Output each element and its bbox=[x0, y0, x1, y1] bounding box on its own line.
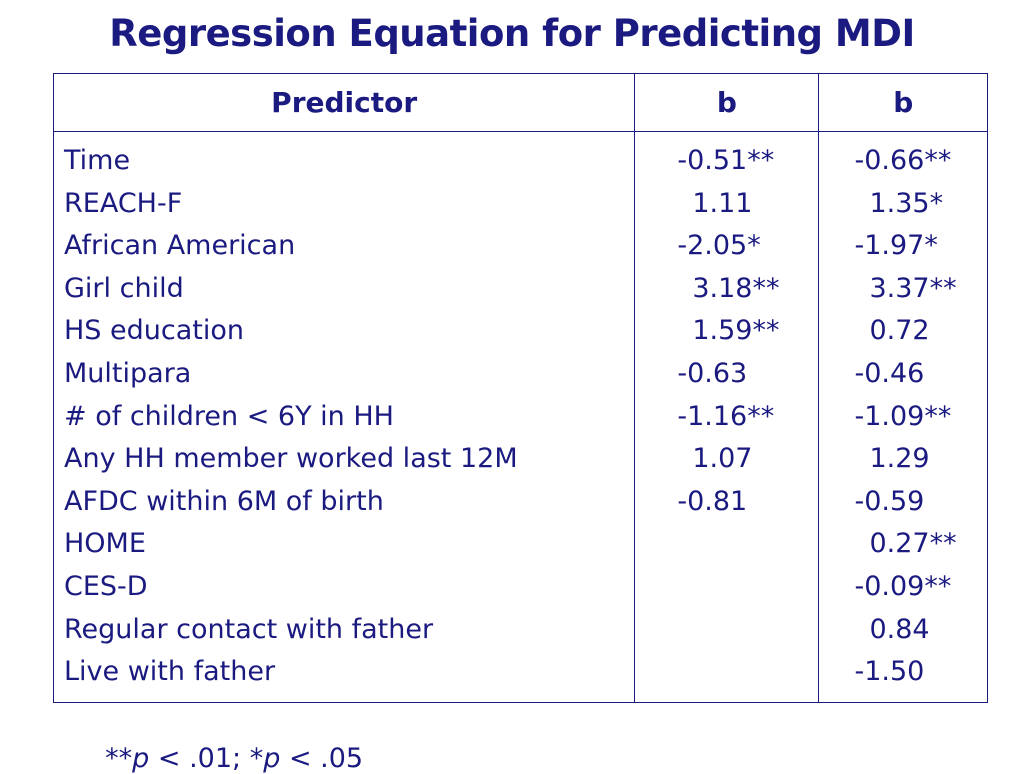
regression-table: Predictor b b Time REACH-F African America… bbox=[52, 73, 988, 703]
predictor-label: African American bbox=[64, 230, 296, 262]
empty-cell bbox=[635, 523, 818, 566]
predictor-label: # of children < 6Y in HH bbox=[64, 400, 394, 432]
coefficient: -0.66** bbox=[854, 145, 952, 176]
coefficient: -1.50 bbox=[854, 656, 925, 688]
predictor-label: Regular contact with father bbox=[64, 613, 434, 645]
empty-cell bbox=[635, 566, 818, 609]
predictor-label: Girl child bbox=[64, 272, 184, 304]
b-column: -0.51** 1.11 -2.05* 3.18** 1.59** -0.63 -1.16*… bbox=[634, 131, 820, 703]
coefficient: -1.97* bbox=[854, 230, 938, 262]
coefficient: -0.46 bbox=[854, 357, 925, 389]
coefficient: -1.09** bbox=[854, 400, 952, 432]
predictor-label: Any HH member worked last 12M bbox=[64, 443, 518, 475]
predictor-label: AFDC within 6M of birth bbox=[64, 485, 384, 517]
coefficient: -0.59 bbox=[854, 485, 925, 517]
predictor-label: Live with father bbox=[64, 656, 276, 688]
coefficient: 3.37** bbox=[869, 272, 957, 304]
coefficient: 0.27** bbox=[869, 528, 957, 560]
predictor-label: Time bbox=[64, 145, 131, 176]
footnote-part: < .01; bbox=[149, 743, 250, 774]
predictor-label: Multipara bbox=[64, 357, 192, 389]
predictor-label: CES-D bbox=[64, 570, 148, 602]
footnote-part: < .05 bbox=[280, 743, 364, 774]
coefficient: 0.72 bbox=[869, 315, 930, 347]
coefficient: -0.81 bbox=[677, 485, 748, 517]
footnote-part: p bbox=[263, 743, 281, 774]
footnote: **p < .01; *p < .05 bbox=[88, 712, 363, 774]
footnote-part: p bbox=[132, 743, 150, 774]
empty-cell bbox=[635, 651, 818, 694]
coefficient: 0.84 bbox=[869, 613, 930, 645]
predictor-column: Time REACH-F African American Girl child HS … bbox=[52, 131, 636, 703]
coefficient: 1.11 bbox=[692, 187, 753, 219]
predictor-label: HS education bbox=[64, 315, 244, 347]
coefficient: -1.16** bbox=[677, 400, 775, 432]
coefficient: 3.18** bbox=[692, 272, 780, 304]
predictor-label: HOME bbox=[64, 528, 146, 560]
coefficient: -0.63 bbox=[677, 357, 748, 389]
coefficient: 1.07 bbox=[692, 443, 753, 475]
slide-title: Regression Equation for Predicting MDI bbox=[109, 12, 915, 55]
coefficient: 1.29 bbox=[869, 443, 930, 475]
coefficient: -2.05* bbox=[677, 230, 761, 262]
b-column: -0.66** 1.35* -1.97* 3.37** 0.72 -0.46 -1.09**… bbox=[818, 131, 988, 703]
header-cell: Predictor bbox=[52, 73, 636, 132]
header-cell: b bbox=[634, 73, 820, 132]
coefficient: -0.51** bbox=[677, 145, 775, 176]
footnote-part: ** bbox=[105, 743, 133, 774]
coefficient: 1.59** bbox=[692, 315, 780, 347]
coefficient: 1.35* bbox=[869, 187, 944, 219]
coefficient: -0.09** bbox=[854, 570, 952, 602]
predictor-label: REACH-F bbox=[64, 187, 183, 219]
header-cell: b bbox=[818, 73, 988, 132]
empty-cell bbox=[635, 609, 818, 652]
footnote-part: * bbox=[249, 743, 264, 774]
